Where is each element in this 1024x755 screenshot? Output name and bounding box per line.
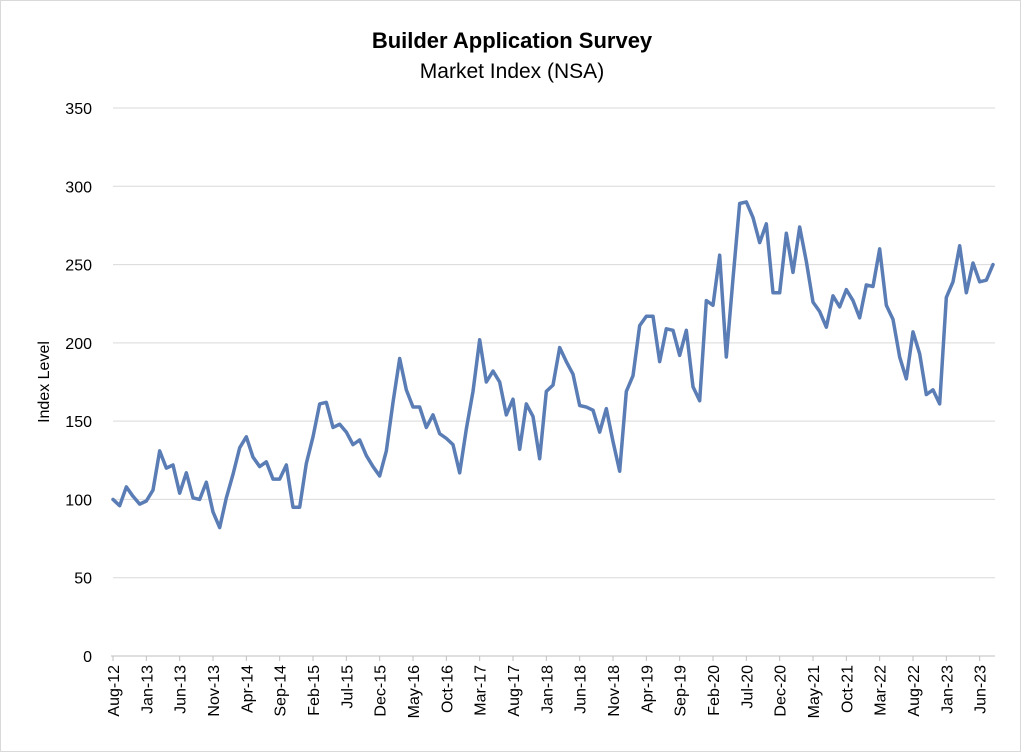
x-tick-label: Feb-15 <box>306 665 323 716</box>
x-axis-tick-labels: Aug-12 Jan-13 Jun-13 Nov-13 Apr-14 Sep-14 Feb-… <box>106 665 990 718</box>
x-tick-label: Jan-13 <box>139 665 156 714</box>
x-tick-label: Sep-19 <box>673 665 690 717</box>
x-tick-label: Jan-23 <box>939 665 956 714</box>
chart-subtitle: Market Index (NSA) <box>419 60 605 83</box>
x-tick-label: Apr-14 <box>239 665 256 713</box>
y-tick-label: 300 <box>65 179 92 196</box>
x-tick-label: Jul-20 <box>739 665 756 709</box>
x-tick-label: Mar-17 <box>473 665 490 716</box>
x-tick-label: Jun-18 <box>573 665 590 714</box>
x-tick-label: Oct-21 <box>839 665 856 713</box>
x-tick-label: Jul-15 <box>339 665 356 709</box>
chart-title: Builder Application Survey <box>371 28 653 53</box>
x-tick-label: Aug-17 <box>506 665 523 717</box>
series-layer <box>111 200 995 530</box>
x-tick-label: Dec-20 <box>773 665 790 717</box>
x-tick-label: Aug-12 <box>106 665 123 717</box>
x-tick-label: Feb-20 <box>706 665 723 716</box>
series-line <box>111 200 995 530</box>
y-tick-label: 150 <box>65 414 92 431</box>
x-tick-label: Mar-22 <box>873 665 890 716</box>
x-tick-label: Nov-18 <box>606 665 623 717</box>
x-tick-label: Jun-23 <box>973 665 990 714</box>
axes <box>111 655 995 661</box>
x-tick-label: Oct-16 <box>439 665 456 713</box>
x-tick-label: May-21 <box>806 665 823 718</box>
y-tick-label: 250 <box>65 258 92 275</box>
gridlines <box>113 107 995 579</box>
x-tick-label: Dec-15 <box>373 665 390 717</box>
y-tick-label: 100 <box>65 492 92 509</box>
x-tick-label: Apr-19 <box>639 665 656 713</box>
y-axis-tick-labels: 0 50 100 150 200 250 300 350 <box>65 101 92 666</box>
x-tick-label: Nov-13 <box>206 665 223 717</box>
x-tick-label: Jan-18 <box>539 665 556 714</box>
y-tick-label: 350 <box>65 101 92 118</box>
x-tick-label: May-16 <box>406 665 423 718</box>
x-tick-label: Aug-22 <box>906 665 923 717</box>
y-axis-title: Index Level <box>36 341 53 423</box>
x-tick-label: Sep-14 <box>273 665 290 717</box>
y-tick-label: 0 <box>83 649 92 666</box>
y-tick-label: 50 <box>74 571 92 588</box>
y-tick-label: 200 <box>65 336 92 353</box>
x-tick-label: Jun-13 <box>173 665 190 714</box>
